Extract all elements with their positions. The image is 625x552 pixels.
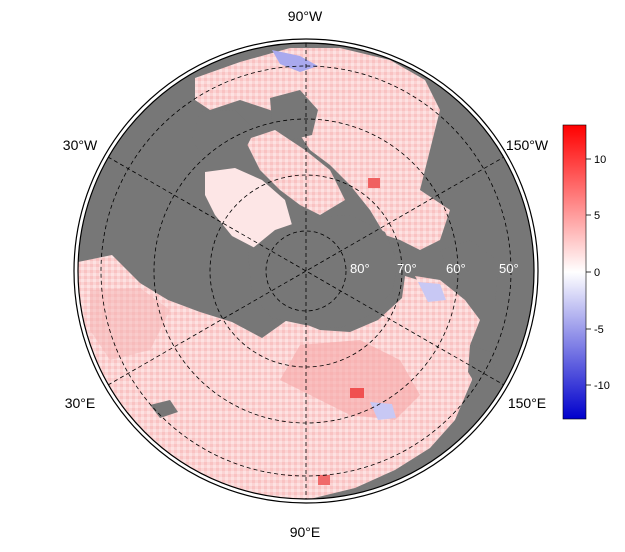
longitude-label-top: 90°W bbox=[288, 8, 323, 24]
longitude-label-upper-left: 30°W bbox=[63, 137, 98, 153]
latitude-circle-80 bbox=[265, 230, 347, 312]
colorbar-tick-label: 5 bbox=[594, 210, 600, 222]
latitude-label: 60° bbox=[446, 261, 466, 276]
longitude-label-lower-left: 30°E bbox=[65, 395, 96, 411]
longitude-label-lower-right: 150°E bbox=[508, 395, 546, 411]
latitude-label: 70° bbox=[397, 261, 417, 276]
land-areas bbox=[78, 48, 500, 499]
okhotsk-sea bbox=[468, 345, 498, 392]
latitude-label: 80° bbox=[350, 261, 370, 276]
map-border-outer bbox=[73, 38, 539, 504]
meridian-line bbox=[107, 156, 505, 386]
colorbar-ticks bbox=[586, 158, 591, 386]
positive-anomaly-spot bbox=[350, 388, 364, 398]
alaska-landmass bbox=[380, 175, 450, 250]
colorbar-tick-label: -10 bbox=[594, 380, 610, 392]
negative-anomaly-patch bbox=[370, 402, 396, 420]
colorbar-tick-label: 10 bbox=[594, 154, 606, 166]
negative-anomaly-patch bbox=[418, 282, 446, 302]
siberia-anomaly-patch bbox=[280, 340, 420, 420]
bering-sea bbox=[440, 240, 500, 305]
longitude-label-upper-right: 150°W bbox=[506, 137, 549, 153]
graticule bbox=[100, 43, 512, 499]
north-america-landmass bbox=[195, 48, 440, 240]
meridian-line bbox=[107, 156, 505, 386]
scandinavia-anomaly-patch bbox=[90, 288, 170, 360]
longitude-label-bottom: 90°E bbox=[290, 524, 321, 540]
positive-anomaly-spot bbox=[318, 475, 330, 485]
colorbar: 10 5 0 -5 -10 bbox=[562, 124, 610, 420]
greenland-landmass bbox=[205, 168, 292, 248]
colorbar-tick-label: 0 bbox=[594, 267, 600, 279]
positive-anomaly-spot bbox=[368, 178, 380, 188]
map-border-inner bbox=[77, 42, 535, 500]
arctic-ocean bbox=[248, 215, 398, 328]
black-sea bbox=[150, 400, 178, 418]
colorbar-tick-label: -5 bbox=[594, 324, 604, 336]
map-disc: 80° 70° 60° 50° bbox=[73, 38, 539, 504]
arctic-archipelago bbox=[245, 130, 345, 215]
colorbar-gradient bbox=[562, 124, 587, 420]
latitude-label: 50° bbox=[499, 261, 519, 276]
latitude-circle-50 bbox=[100, 65, 512, 477]
negative-anomaly-patch bbox=[272, 50, 318, 72]
eurasia-landmass bbox=[78, 255, 472, 499]
baffin-bay bbox=[192, 110, 255, 165]
